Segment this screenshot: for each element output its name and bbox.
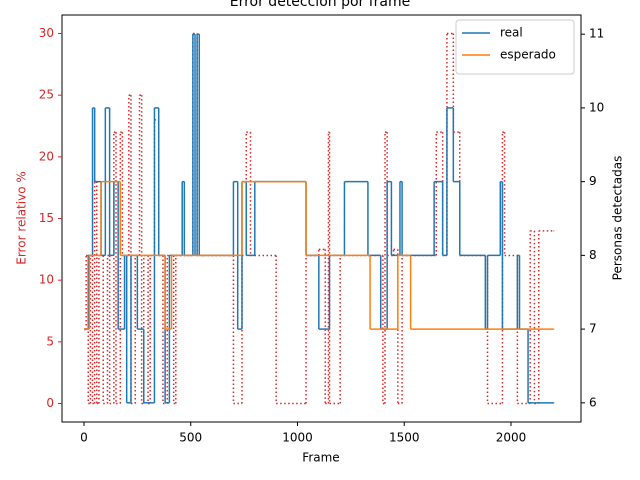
y-tick-label: 30 — [39, 26, 54, 40]
x-tick-label: 2000 — [496, 431, 527, 445]
y-tick-label: 10 — [39, 273, 54, 287]
x-axis-label: Frame — [302, 451, 339, 465]
x-tick-label: 1500 — [389, 431, 420, 445]
y-tick-label: 5 — [46, 334, 54, 348]
y-tick-label: 0 — [46, 396, 54, 410]
y-tick-label: 15 — [39, 211, 54, 225]
y-tick-label: 25 — [39, 88, 54, 102]
y2-tick-label: 9 — [589, 174, 597, 188]
chart-title: Error detección por frame — [230, 0, 411, 10]
y-tick-label: 20 — [39, 149, 54, 163]
y2-tick-label: 6 — [589, 395, 597, 409]
y-axis-label: Error relativo % — [15, 171, 29, 265]
y2-tick-label: 11 — [589, 27, 604, 41]
y2-axis-label: Personas detectadas — [611, 156, 625, 281]
legend-label: real — [500, 26, 523, 40]
x-tick-label: 0 — [80, 431, 88, 445]
x-tick-label: 500 — [179, 431, 202, 445]
y2-tick-label: 8 — [589, 248, 597, 262]
legend-label: esperado — [500, 48, 556, 62]
x-tick-label: 1000 — [282, 431, 313, 445]
y2-tick-label: 10 — [589, 100, 604, 114]
y2-tick-label: 7 — [589, 322, 597, 336]
